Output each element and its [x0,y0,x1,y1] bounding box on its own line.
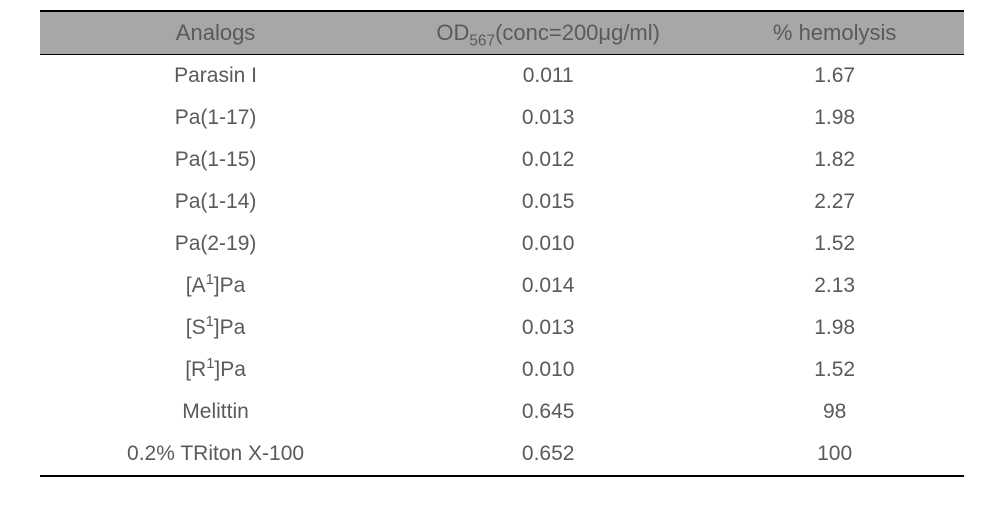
cell-analog: Pa(2-19) [40,223,391,265]
col-header-2: % hemolysis [705,11,964,55]
cell-analog: Pa(1-14) [40,181,391,223]
table-row: [A1]Pa0.0142.13 [40,265,964,307]
table-row: 0.2% TRiton X-1000.652100 [40,433,964,476]
cell-od: 0.014 [391,265,705,307]
cell-analog: Pa(1-17) [40,97,391,139]
cell-analog: Parasin I [40,55,391,98]
cell-hemolysis: 100 [705,433,964,476]
cell-od: 0.012 [391,139,705,181]
cell-analog: [A1]Pa [40,265,391,307]
cell-od: 0.013 [391,97,705,139]
cell-analog: [S1]Pa [40,307,391,349]
cell-od: 0.015 [391,181,705,223]
cell-hemolysis: 1.82 [705,139,964,181]
cell-hemolysis: 2.13 [705,265,964,307]
cell-hemolysis: 1.98 [705,307,964,349]
cell-od: 0.010 [391,349,705,391]
table-row: [S1]Pa0.0131.98 [40,307,964,349]
table-row: Pa(1-17)0.0131.98 [40,97,964,139]
table-row: [R1]Pa0.0101.52 [40,349,964,391]
table-row: Pa(2-19)0.0101.52 [40,223,964,265]
table-row: Melittin0.64598 [40,391,964,433]
cell-od: 0.013 [391,307,705,349]
table-row: Pa(1-14)0.0152.27 [40,181,964,223]
cell-analog: Melittin [40,391,391,433]
cell-od: 0.645 [391,391,705,433]
col-header-1: OD567(conc=200μg/ml) [391,11,705,55]
table-row: Pa(1-15)0.0121.82 [40,139,964,181]
cell-od: 0.010 [391,223,705,265]
cell-hemolysis: 1.52 [705,223,964,265]
hemolysis-table: AnalogsOD567(conc=200μg/ml)% hemolysis P… [40,10,964,477]
cell-hemolysis: 98 [705,391,964,433]
cell-analog: Pa(1-15) [40,139,391,181]
cell-hemolysis: 1.67 [705,55,964,98]
table-row: Parasin I0.0111.67 [40,55,964,98]
col-header-0: Analogs [40,11,391,55]
table-body: Parasin I0.0111.67Pa(1-17)0.0131.98Pa(1-… [40,55,964,477]
cell-analog: [R1]Pa [40,349,391,391]
table-header: AnalogsOD567(conc=200μg/ml)% hemolysis [40,11,964,55]
cell-od: 0.652 [391,433,705,476]
cell-hemolysis: 2.27 [705,181,964,223]
cell-od: 0.011 [391,55,705,98]
cell-hemolysis: 1.52 [705,349,964,391]
cell-hemolysis: 1.98 [705,97,964,139]
cell-analog: 0.2% TRiton X-100 [40,433,391,476]
